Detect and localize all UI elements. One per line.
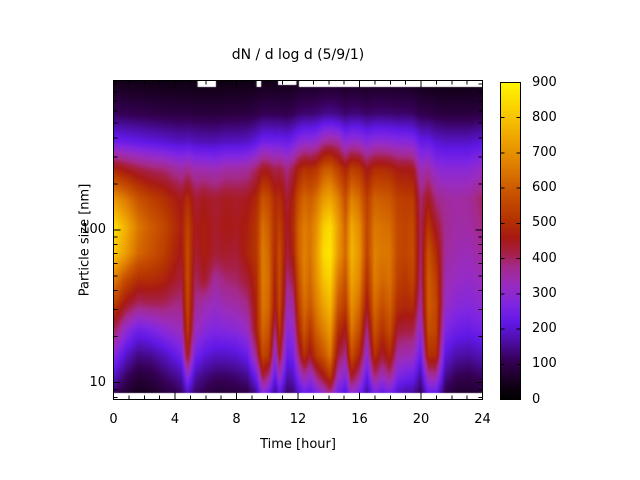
colorbar-tick-label: 500 <box>532 215 557 231</box>
y-tick-label: 10 <box>89 374 106 390</box>
x-tick-label: 16 <box>351 412 368 427</box>
colorbar-tick-label: 600 <box>532 180 557 196</box>
colorbar-gradient <box>501 83 520 399</box>
y-axis-label: Particle size [nm] <box>77 183 93 297</box>
x-tick-label: 8 <box>232 412 241 427</box>
colorbar-tick-label: 700 <box>532 144 557 160</box>
chart-title: dN / d log d (5/9/1) <box>231 47 365 63</box>
colorbar-tick-label: 800 <box>532 109 557 125</box>
y-tick-label: 100 <box>81 221 106 237</box>
colorbar-tick-label: 400 <box>532 250 557 266</box>
x-axis-label: Time [hour] <box>260 437 336 452</box>
colorbar-tick-label: 0 <box>532 391 541 407</box>
colorbar-tick-label: 300 <box>532 285 557 301</box>
colorbar-tick-label: 100 <box>532 356 557 372</box>
x-tick-label: 20 <box>412 412 430 427</box>
x-tick-label: 0 <box>109 412 118 427</box>
colorbar-tick-label: 200 <box>532 321 557 337</box>
colorbar-tick-label: 900 <box>532 74 557 90</box>
x-tick-label: 24 <box>474 412 491 427</box>
heatmap-canvas <box>114 81 482 399</box>
x-tick-label: 4 <box>170 412 180 427</box>
x-tick-label: 12 <box>289 412 307 427</box>
